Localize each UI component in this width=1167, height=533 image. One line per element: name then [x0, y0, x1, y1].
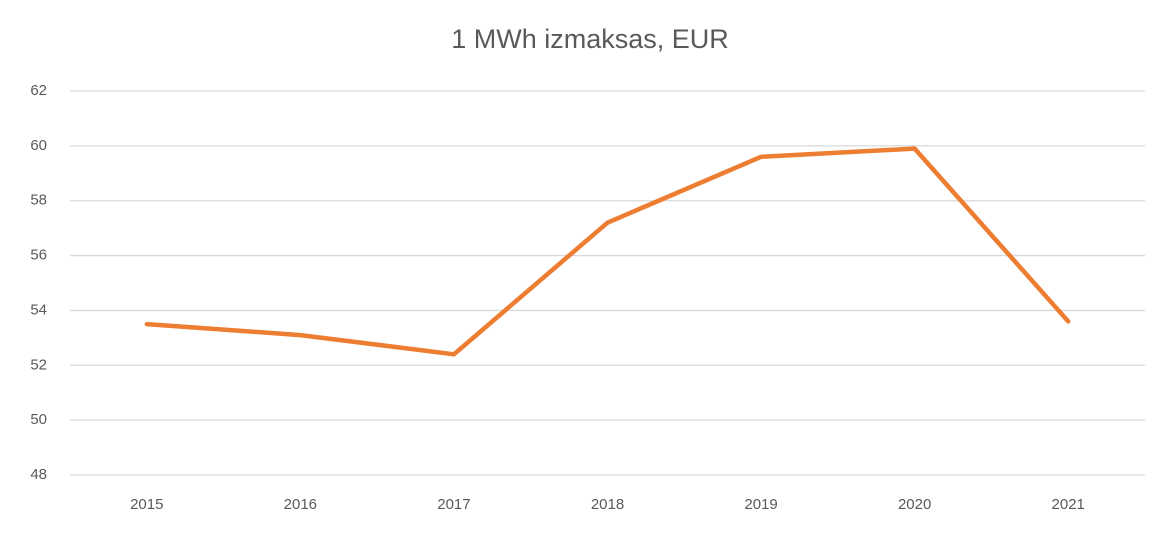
y-tick-label: 48	[30, 466, 47, 483]
y-tick-label: 54	[30, 301, 47, 318]
y-tick-label: 58	[30, 192, 47, 209]
x-tick-label: 2021	[1052, 496, 1085, 513]
x-tick-label: 2017	[437, 496, 470, 513]
x-tick-label: 2019	[744, 496, 777, 513]
y-tick-label: 56	[30, 247, 47, 264]
data-line	[144, 146, 1071, 357]
y-tick-label: 62	[30, 82, 47, 99]
y-tick-label: 60	[30, 137, 47, 154]
chart-title: 1 MWh izmaksas, EUR	[451, 24, 729, 54]
x-tick-label: 2016	[284, 496, 317, 513]
y-tick-label: 52	[30, 356, 47, 373]
x-tick-label: 2018	[591, 496, 624, 513]
x-tick-label: 2015	[130, 496, 163, 513]
x-tick-label: 2020	[898, 496, 931, 513]
y-tick-label: 50	[30, 411, 47, 428]
